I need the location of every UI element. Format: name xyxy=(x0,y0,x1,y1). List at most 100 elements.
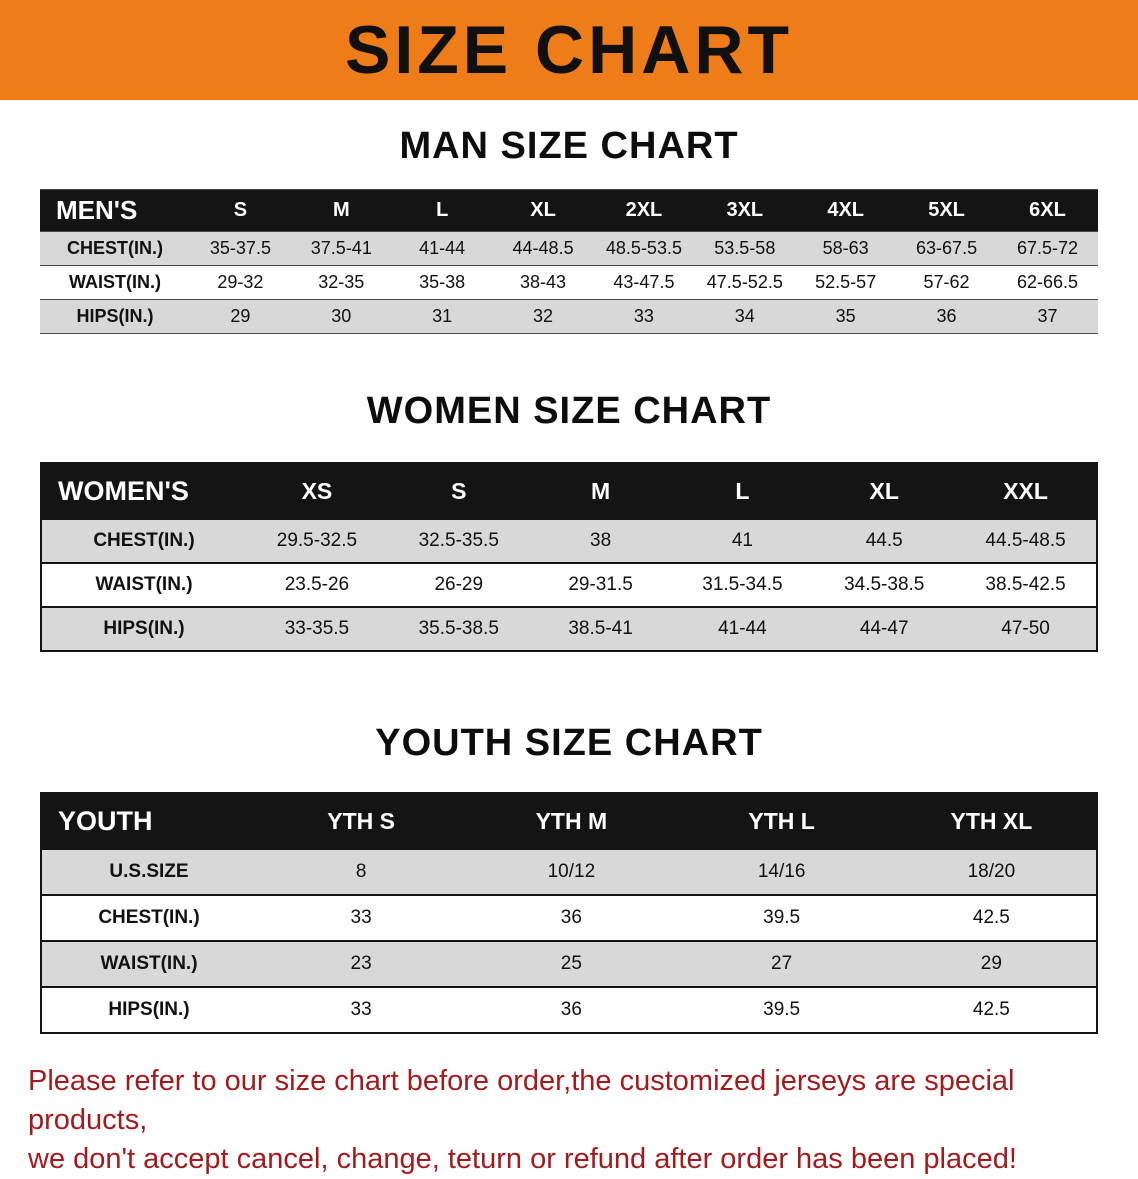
women-row-1: WAIST(IN.) 23.5-26 26-29 29-31.5 31.5-34.5 34… xyxy=(41,563,1097,607)
men-cell-2-3: 32 xyxy=(533,306,554,326)
youth-cell-1-2: 39.5 xyxy=(763,907,801,928)
youth-cell-3-1: 36 xyxy=(560,999,582,1020)
men-row-label-2: HIPS(IN.) xyxy=(76,306,154,326)
men-cell-0-0: 35-37.5 xyxy=(209,238,271,258)
youth-cell-2-0: 23 xyxy=(350,953,372,974)
women-cell-0-2: 38 xyxy=(590,530,612,551)
women-size-header-1: S xyxy=(387,463,530,519)
women-corner-label: WOMEN'S xyxy=(41,463,246,519)
men-size-header-6: 4XL xyxy=(795,189,897,232)
men-size-table: MEN'S S M L XL 2XL 3XL 4XL 5XL 6XL CHEST(IN.) 35-37… xyxy=(40,189,1098,334)
men-cell-1-2: 35-38 xyxy=(419,272,466,292)
women-cell-0-0: 29.5-32.5 xyxy=(276,530,358,551)
men-cell-0-6: 58-63 xyxy=(822,238,869,258)
men-size-header-4: 2XL xyxy=(593,189,695,232)
women-cell-2-5: 47-50 xyxy=(1001,618,1050,639)
youth-size-header-3: YTH XL xyxy=(886,793,1097,849)
men-cell-1-1: 32-35 xyxy=(318,272,365,292)
youth-row-label-0: U.S.SIZE xyxy=(109,861,189,882)
men-cell-0-3: 44-48.5 xyxy=(512,238,574,258)
youth-cell-1-1: 36 xyxy=(560,907,582,928)
men-cell-2-8: 37 xyxy=(1037,306,1058,326)
men-cell-1-0: 29-32 xyxy=(217,272,264,292)
women-size-header-5: XXL xyxy=(955,463,1097,519)
youth-cell-1-0: 33 xyxy=(350,907,372,928)
men-size-header-3: XL xyxy=(492,189,594,232)
women-cell-2-0: 33-35.5 xyxy=(284,618,350,639)
women-cell-1-0: 23.5-26 xyxy=(284,574,350,595)
men-cell-1-6: 52.5-57 xyxy=(815,272,877,292)
men-cell-1-3: 38-43 xyxy=(520,272,567,292)
youth-header-row: YOUTH YTH S YTH M YTH L YTH XL xyxy=(41,793,1097,849)
women-cell-0-4: 44.5 xyxy=(865,530,903,551)
women-cell-2-3: 41-44 xyxy=(718,618,767,639)
men-corner-label: MEN'S xyxy=(40,189,190,232)
women-cell-0-1: 32.5-35.5 xyxy=(418,530,499,551)
men-row-2: HIPS(IN.) 29 30 31 32 33 34 35 36 37 xyxy=(40,299,1098,334)
men-cell-0-1: 37.5-41 xyxy=(310,238,372,258)
men-cell-2-0: 29 xyxy=(230,306,251,326)
men-cell-1-5: 47.5-52.5 xyxy=(706,272,783,292)
youth-row-3: HIPS(IN.) 33 36 39.5 42.5 xyxy=(41,987,1097,1033)
women-cell-0-3: 41 xyxy=(731,530,753,551)
youth-cell-3-0: 33 xyxy=(350,999,372,1020)
youth-cell-1-3: 42.5 xyxy=(972,907,1010,928)
footer-disclaimer-line2: we don't accept cancel, change, teturn o… xyxy=(28,1143,1017,1176)
women-section-title: WOMEN SIZE CHART xyxy=(366,390,772,432)
youth-cell-2-1: 25 xyxy=(560,953,582,974)
men-cell-0-7: 63-67.5 xyxy=(916,238,978,258)
men-size-header-8: 6XL xyxy=(997,189,1098,232)
women-cell-1-1: 26-29 xyxy=(434,574,484,595)
men-cell-2-7: 36 xyxy=(936,306,957,326)
youth-size-header-2: YTH L xyxy=(676,793,887,849)
women-size-header-2: M xyxy=(529,463,672,519)
women-cell-2-4: 44-47 xyxy=(859,618,909,639)
youth-cell-0-3: 18/20 xyxy=(967,861,1016,882)
men-cell-0-4: 48.5-53.5 xyxy=(605,238,682,258)
men-cell-1-4: 43-47.5 xyxy=(613,272,675,292)
women-row-0: CHEST(IN.) 29.5-32.5 32.5-35.5 38 41 44.5 44.5… xyxy=(41,519,1097,563)
men-section-title: MAN SIZE CHART xyxy=(399,125,739,167)
size-chart-banner: SIZE CHART xyxy=(0,0,1138,100)
youth-cell-3-3: 42.5 xyxy=(972,999,1010,1020)
men-size-header-0: S xyxy=(190,189,291,232)
men-size-header-7: 5XL xyxy=(896,189,997,232)
men-cell-0-8: 67.5-72 xyxy=(1016,238,1079,258)
men-cell-2-6: 35 xyxy=(835,306,856,326)
men-size-header-1: M xyxy=(290,189,392,232)
youth-section-title: YOUTH SIZE CHART xyxy=(375,722,763,764)
women-size-header-3: L xyxy=(671,463,814,519)
women-row-2: HIPS(IN.) 33-35.5 35.5-38.5 38.5-41 41-44 44-… xyxy=(41,607,1097,651)
women-row-label-1: WAIST(IN.) xyxy=(95,574,193,595)
women-size-header-0: XS xyxy=(246,463,388,519)
women-header-row: WOMEN'S XS S M L XL XXL xyxy=(41,463,1097,519)
youth-size-header-0: YTH S xyxy=(256,793,467,849)
men-cell-2-1: 30 xyxy=(331,306,352,326)
youth-cell-0-1: 10/12 xyxy=(547,861,596,882)
men-row-1: WAIST(IN.) 29-32 32-35 35-38 38-43 43-47.5 47.… xyxy=(40,265,1098,300)
youth-cell-0-2: 14/16 xyxy=(757,861,806,882)
women-size-header-4: XL xyxy=(813,463,956,519)
banner-title: SIZE CHART xyxy=(345,12,793,88)
youth-row-label-3: HIPS(IN.) xyxy=(108,999,190,1020)
youth-row-0: U.S.SIZE 8 10/12 14/16 18/20 xyxy=(41,849,1097,895)
women-cell-1-4: 34.5-38.5 xyxy=(844,574,925,595)
women-row-label-2: HIPS(IN.) xyxy=(103,618,185,639)
men-header-row: MEN'S S M L XL 2XL 3XL 4XL 5XL 6XL xyxy=(40,189,1098,232)
men-cell-0-5: 53.5-58 xyxy=(714,238,776,258)
youth-size-header-1: YTH M xyxy=(466,793,677,849)
footer-disclaimer: Please refer to our size chart before or… xyxy=(28,1062,1138,1179)
footer-disclaimer-line1: Please refer to our size chart before or… xyxy=(28,1065,1015,1137)
men-row-label-1: WAIST(IN.) xyxy=(69,272,161,292)
youth-cell-3-2: 39.5 xyxy=(763,999,801,1020)
women-cell-1-3: 31.5-34.5 xyxy=(702,574,783,595)
women-row-label-0: CHEST(IN.) xyxy=(93,530,195,551)
women-cell-1-2: 29-31.5 xyxy=(568,574,633,595)
youth-cell-2-3: 29 xyxy=(980,953,1002,974)
youth-corner-label: YOUTH xyxy=(41,793,256,849)
men-cell-1-7: 57-62 xyxy=(923,272,970,292)
men-size-header-5: 3XL xyxy=(694,189,796,232)
women-cell-1-5: 38.5-42.5 xyxy=(985,574,1066,595)
women-cell-2-2: 38.5-41 xyxy=(568,618,633,639)
men-cell-2-2: 31 xyxy=(432,306,453,326)
